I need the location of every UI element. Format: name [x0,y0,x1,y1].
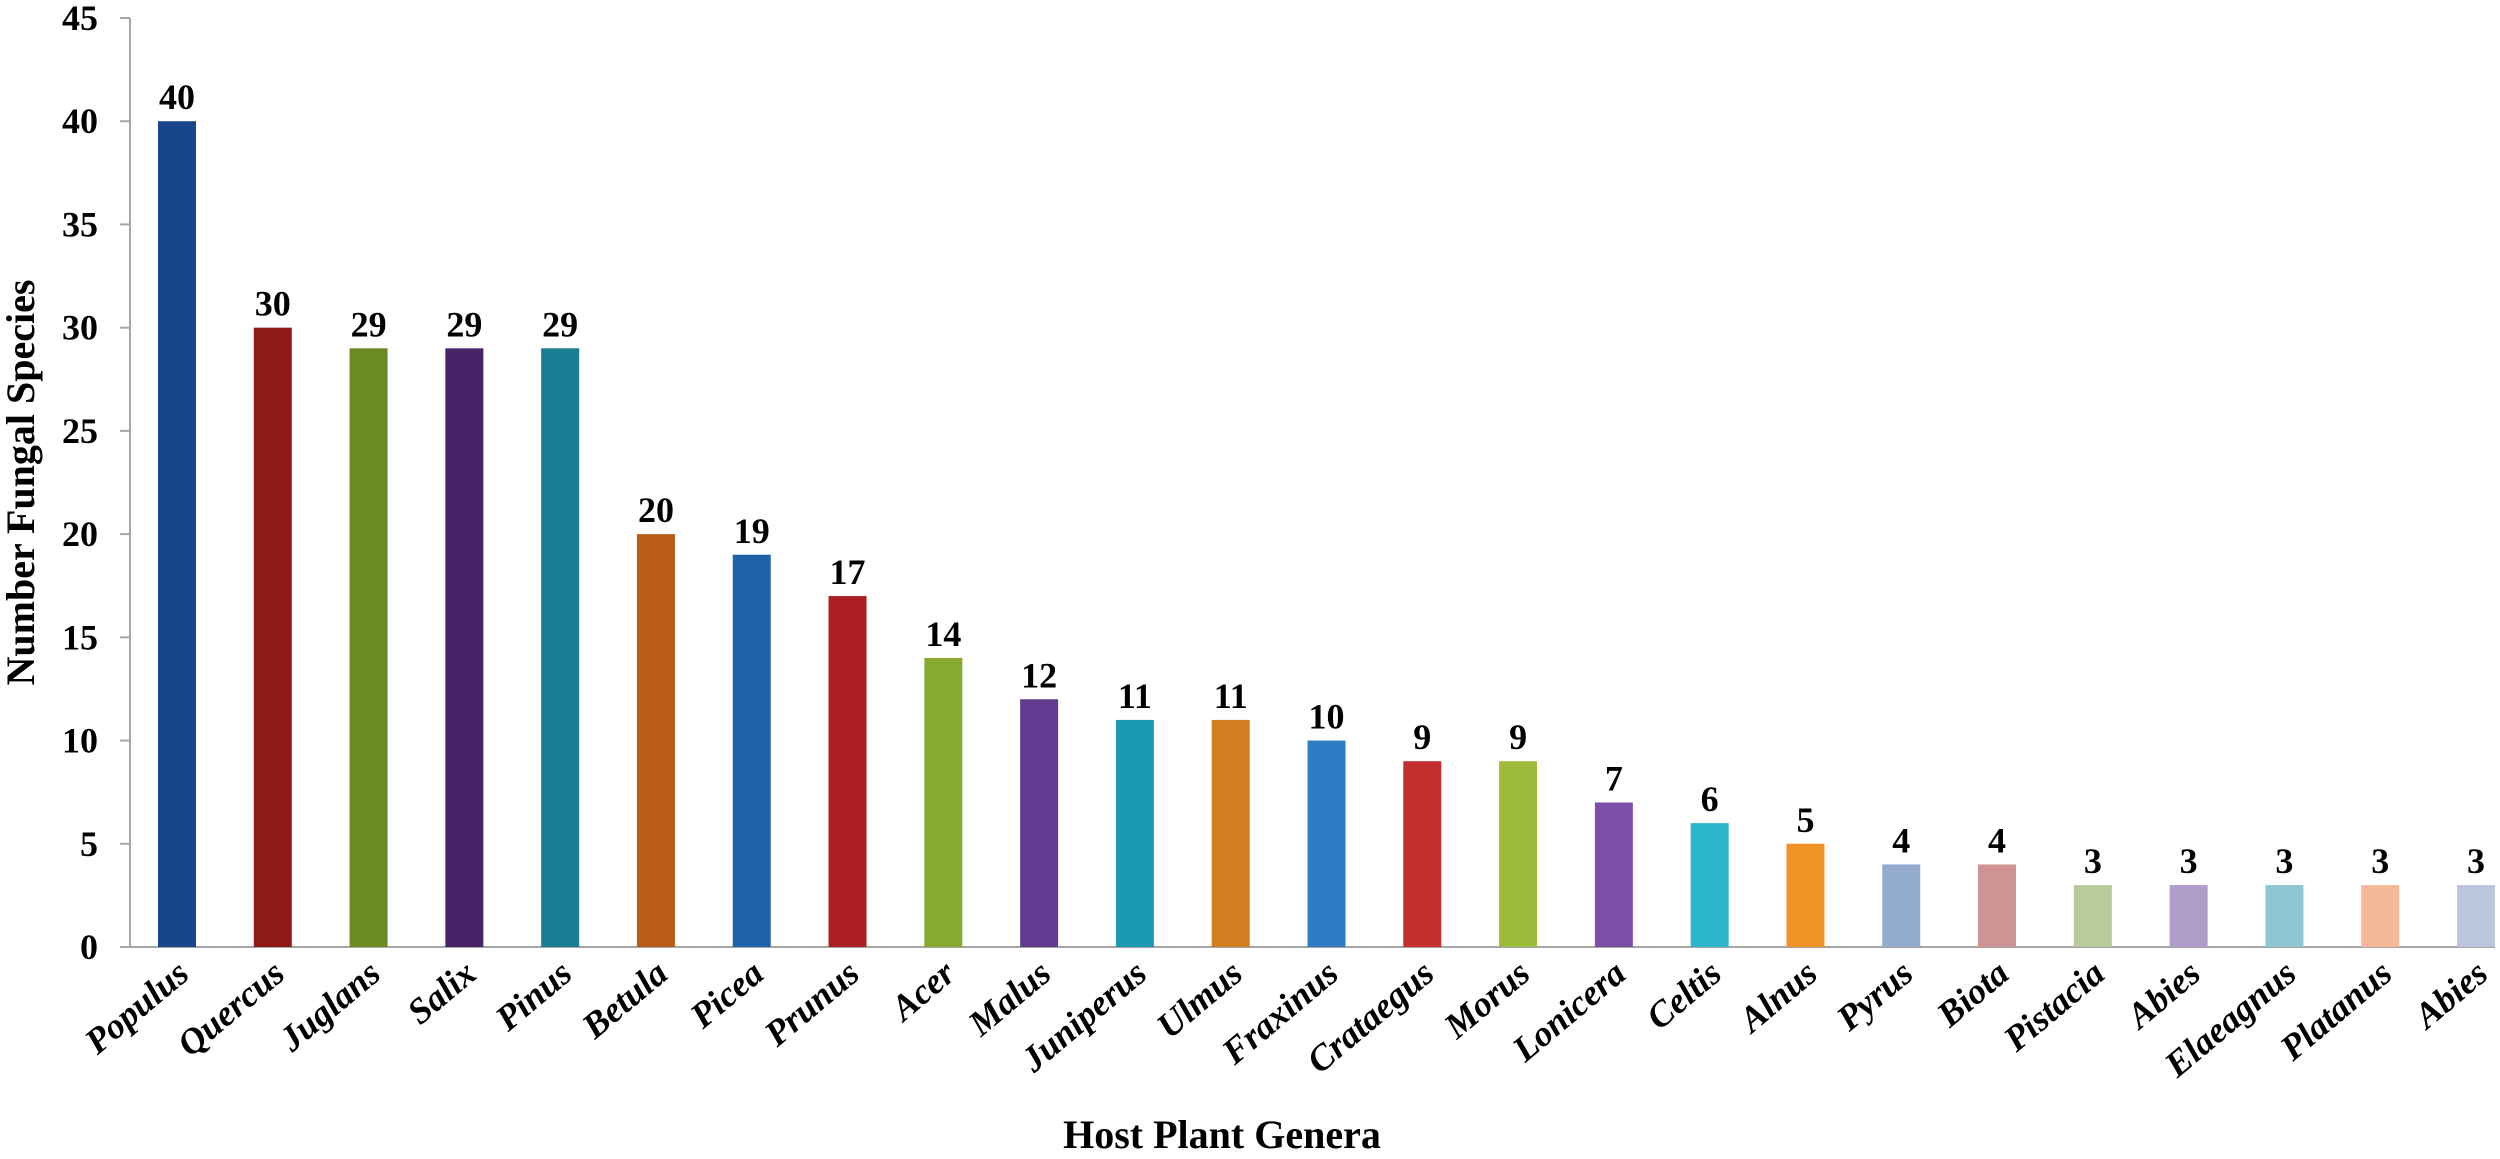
bar-morus-14 [1499,761,1538,947]
x-tick-label: Acer [882,952,964,1030]
data-label: 29 [446,304,482,344]
data-label: 17 [830,552,866,592]
y-tick-label: 5 [80,824,98,864]
data-label: 20 [638,490,674,530]
y-tick-label: 45 [62,0,98,38]
x-axis-title: Host Plant Genera [1063,1112,1381,1154]
bar-populus-0 [158,121,196,947]
bar-celtis-16 [1690,823,1729,947]
x-tick-label: Quercus [170,952,292,1064]
y-tick-label: 30 [62,308,98,348]
x-tick-label: Pinus [487,952,579,1039]
data-label: 3 [2180,841,2198,881]
data-label: 14 [925,614,961,654]
y-tick-label: 0 [80,927,98,967]
bar-fraxinus-12 [1307,740,1346,947]
x-tick-label: Salix [400,952,484,1032]
x-tick-label: Betula [574,952,676,1046]
y-tick-label: 25 [62,411,98,451]
bar-platanus-23 [2361,885,2400,947]
x-tick-label: Pistacia [1995,952,2112,1059]
data-label: 4 [1988,820,2006,860]
data-label: 12 [1021,655,1057,695]
bar-abies-21 [2169,885,2208,947]
x-tick-label: Alnus [1730,952,1825,1041]
bar-salix-3 [445,348,484,947]
x-tick-label: Populus [76,952,196,1062]
bar-pinus-4 [541,348,580,947]
bar-elaeagnus-22 [2265,885,2304,947]
y-tick-label: 15 [62,617,98,657]
x-tick-label: Celtis [1639,952,1729,1037]
data-label: 11 [1118,676,1152,716]
data-label: 9 [1413,717,1431,757]
data-label: 3 [2371,841,2389,881]
data-label: 19 [734,511,770,551]
x-tick-label: Abies [2405,952,2495,1037]
bar-abies-24 [2457,885,2495,947]
y-tick-label: 40 [62,101,98,141]
data-label: 3 [2275,841,2293,881]
data-label: 11 [1214,676,1248,716]
data-label: 7 [1605,758,1623,798]
y-axis-ticks: 0 5 10 15 20 25 30 35 40 45 [62,0,130,967]
y-tick-label: 35 [62,204,98,244]
bar-juniperus-10 [1115,719,1154,947]
x-tick-label: Pyrus [1828,952,1920,1039]
data-label: 40 [159,77,195,117]
y-tick-label: 10 [62,721,98,761]
data-label: 10 [1309,697,1345,737]
data-label: 9 [1509,717,1527,757]
bar-acer-8 [924,657,963,947]
x-tick-label: Juglans [271,952,388,1059]
bar-crataegus-13 [1403,761,1442,947]
bar-pyrus-18 [1882,864,1921,947]
data-label: 3 [2084,841,2102,881]
data-label: 4 [1892,820,1910,860]
bar-biota-19 [1978,864,2017,947]
y-axis-title: Number Fungal Species [0,280,43,686]
bar-betula-5 [636,534,675,947]
data-label: 6 [1701,779,1719,819]
bar-juglans-2 [349,348,388,947]
data-label: 29 [542,304,578,344]
bar-picea-6 [732,554,771,947]
bars [158,121,2495,948]
bar-pistacia-20 [2073,885,2112,947]
data-labels: 40 30 29 29 29 20 19 17 14 12 11 11 10 9 9 7 6 5 4 4 3 3 3 3 3 [159,77,2485,881]
bar-lonicera-15 [1594,802,1633,947]
y-tick-label: 20 [62,514,98,554]
x-tick-label: Prunus [756,952,867,1054]
data-label: 5 [1796,800,1814,840]
bar-alnus-17 [1786,843,1825,947]
data-label: 30 [255,284,291,324]
bar-malus-9 [1020,699,1059,947]
bar-prunus-7 [828,596,867,947]
data-label: 29 [351,304,387,344]
data-label: 3 [2467,841,2485,881]
bar-ulmus-11 [1211,719,1250,947]
bar-quercus-1 [253,327,292,948]
